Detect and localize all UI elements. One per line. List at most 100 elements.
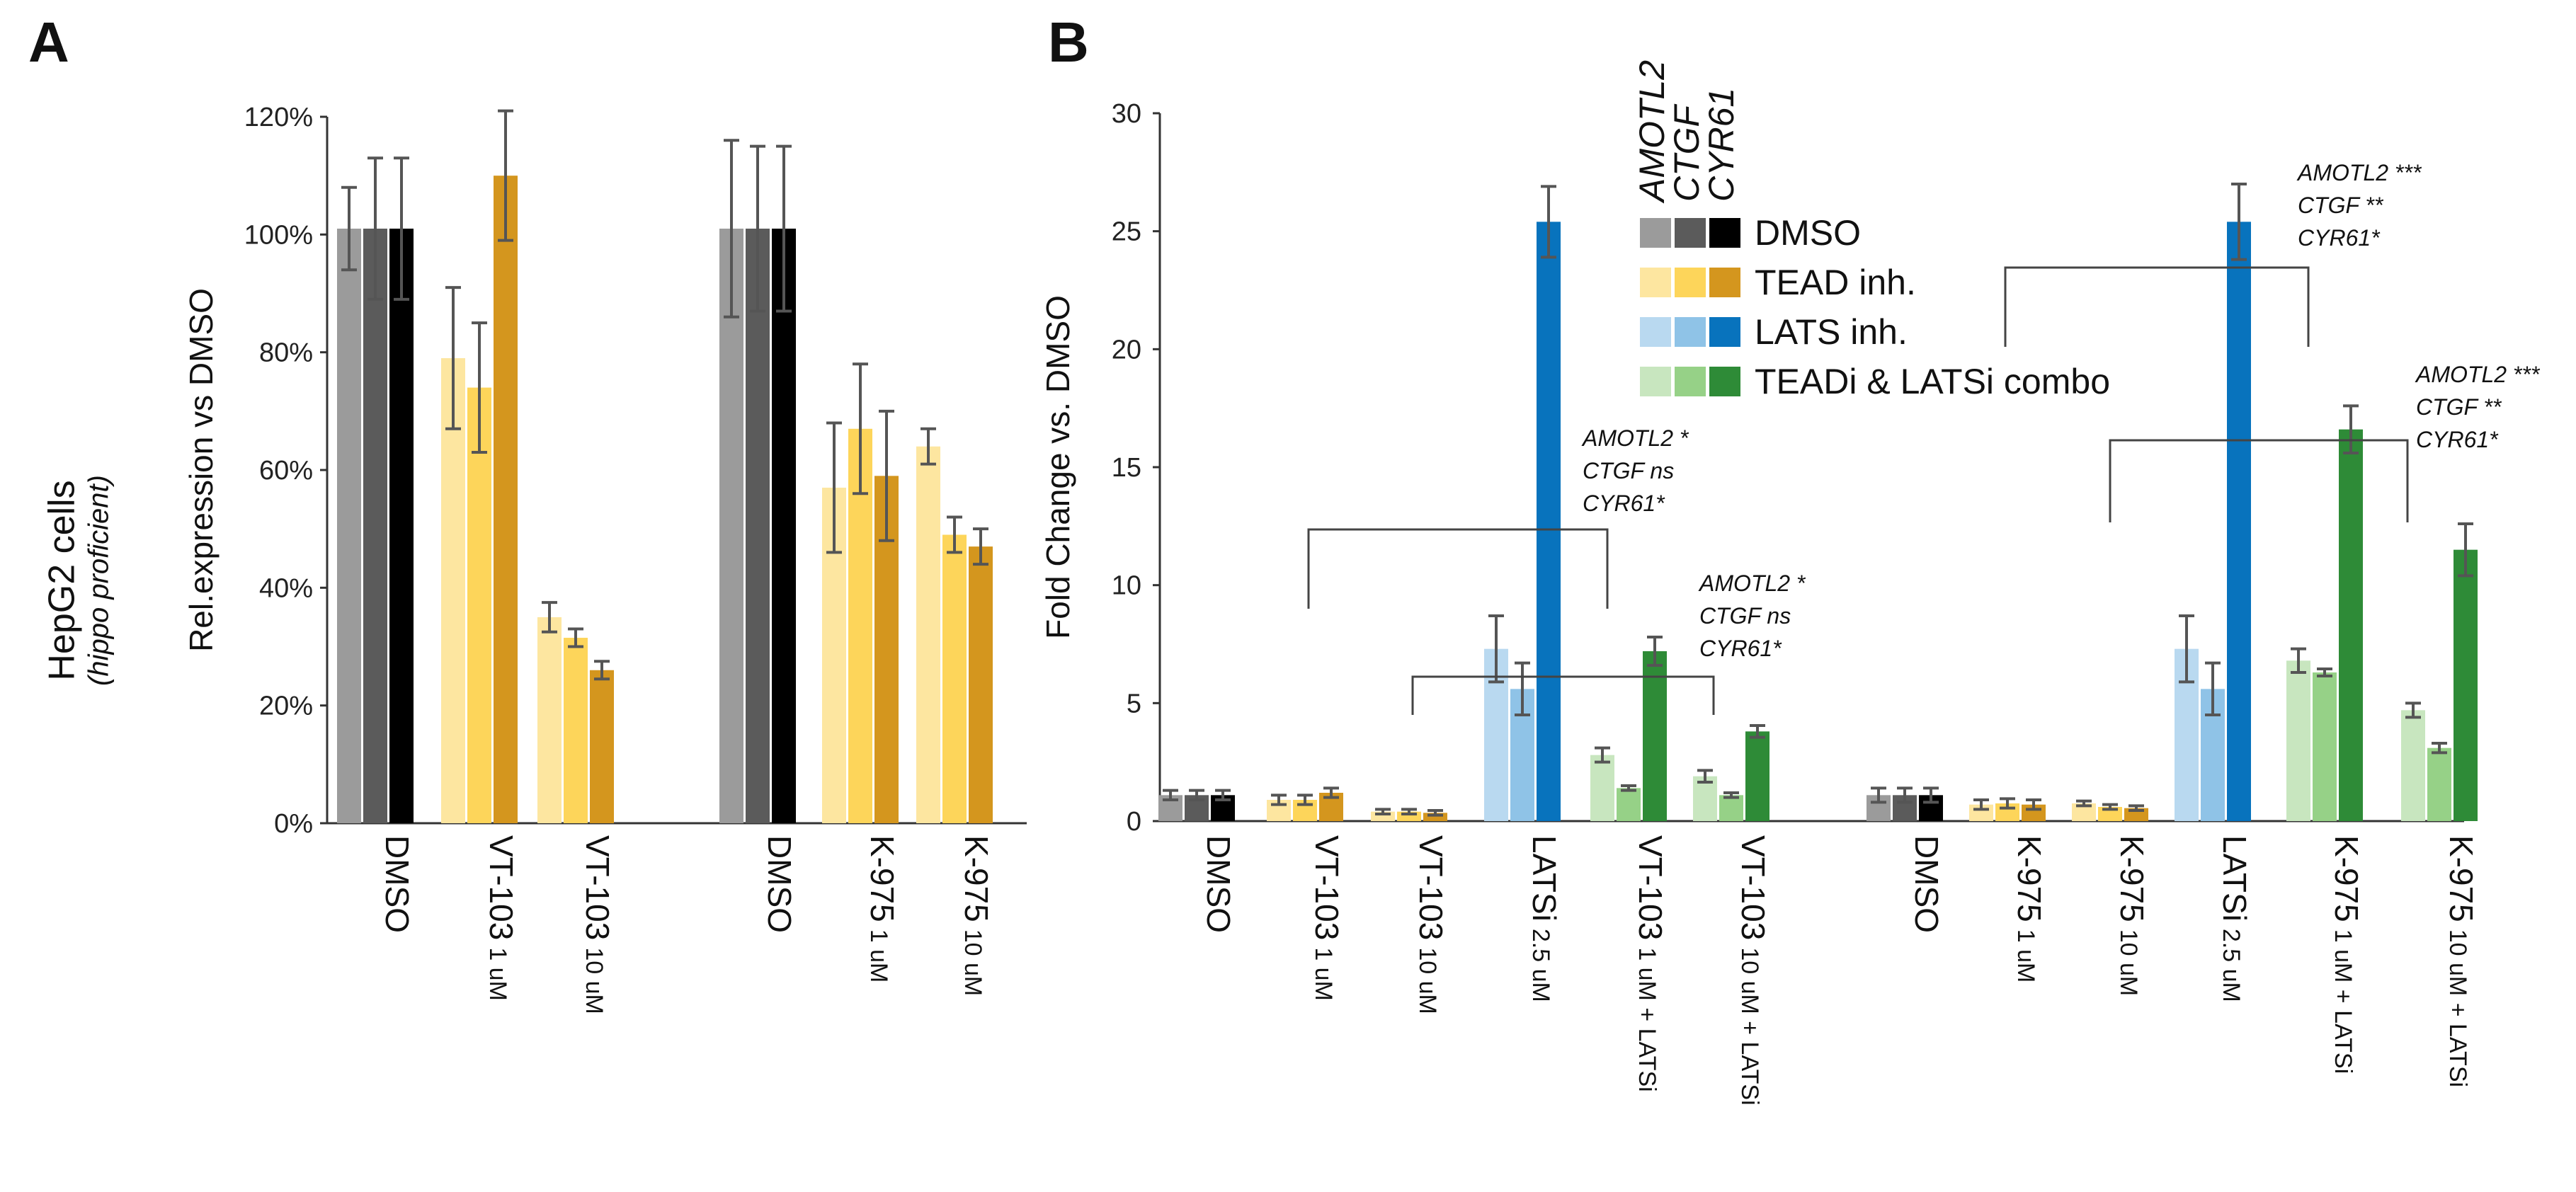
- bar: [2401, 710, 2425, 821]
- category-name: K-975: [2011, 835, 2048, 922]
- legend-swatch: [1640, 268, 1671, 297]
- significance-annotation: AMOTL2 *: [1698, 571, 1806, 596]
- y-tick-label: 0%: [274, 809, 313, 839]
- significance-annotation: AMOTL2 *: [1581, 425, 1689, 451]
- significance-annotation: AMOTL2 ***: [2415, 362, 2541, 387]
- significance-annotation: CTGF ns: [1583, 458, 1674, 483]
- category-label: K-975 10 uM + LATSi: [2443, 835, 2480, 1087]
- bar: [2427, 747, 2451, 821]
- significance-annotation: CYR61*: [1583, 491, 1665, 516]
- y-axis-label: Rel.expression vs DMSO: [183, 288, 220, 652]
- bar: [2227, 222, 2251, 821]
- significance-annotation: CYR61*: [1699, 636, 1782, 661]
- legend-swatch: [1709, 367, 1740, 396]
- significance-bracket: [1307, 528, 1609, 609]
- chart-panel-a: 0% 20% 40% 60% 80% 100% 120% Rel.expression vs …: [183, 103, 1027, 1014]
- category-name: VT-103: [1413, 835, 1449, 940]
- y-tick-label: 100%: [244, 220, 313, 250]
- category-label: DMSO: [1200, 835, 1237, 933]
- category-name: DMSO: [1908, 835, 1945, 933]
- category-dose: 10 uM: [1414, 947, 1441, 1014]
- legend-treatment-label: LATS inh.: [1755, 312, 1908, 352]
- bar: [772, 229, 796, 823]
- bar: [363, 229, 387, 823]
- y-tick-label: 30: [1112, 99, 1141, 129]
- y-tick-label: 20: [1112, 335, 1141, 365]
- category-label: K-975 1 uM: [2011, 835, 2048, 982]
- category-dose: 10 uM: [959, 929, 986, 997]
- bar: [2313, 672, 2337, 821]
- significance-bracket: [2109, 439, 2409, 522]
- category-dose: 1 uM + LATSi: [1634, 947, 1660, 1091]
- y-tick-label: 5: [1127, 689, 1141, 718]
- category-label: VT-103 10 uM: [579, 835, 616, 1014]
- y-tick-label: 10: [1112, 571, 1141, 601]
- y-tick-label: 120%: [244, 103, 313, 132]
- category-name: LATSi: [1526, 835, 1563, 922]
- significance-annotation: CTGF **: [2416, 394, 2502, 420]
- category-label: K-975 1 uM: [864, 835, 901, 982]
- bar: [1719, 795, 1743, 821]
- bar: [337, 229, 361, 823]
- significance-bracket: [1411, 675, 1715, 715]
- category-name: VT-103: [483, 835, 520, 940]
- bar: [389, 229, 414, 823]
- y-tick-label: 40%: [259, 573, 313, 603]
- category-label: DMSO: [761, 835, 798, 933]
- bar: [1537, 222, 1561, 821]
- bar: [1590, 755, 1614, 821]
- legend-swatch: [1675, 367, 1706, 396]
- legend-treatment-label: TEAD inh.: [1755, 263, 1916, 302]
- legend-treatment-label: TEADi & LATSi combo: [1755, 362, 2110, 401]
- bar: [1423, 813, 1447, 821]
- legend-gene-label: CTGF: [1667, 103, 1706, 202]
- y-tick-label: 15: [1112, 453, 1141, 483]
- bar: [537, 617, 562, 823]
- significance-annotation: CYR61*: [2298, 225, 2381, 251]
- legend-swatch: [1675, 218, 1706, 248]
- bar: [564, 638, 588, 823]
- category-name: LATSi: [2216, 835, 2253, 922]
- bar: [467, 387, 491, 823]
- bar: [1643, 651, 1667, 821]
- legend-gene-label: CYR61: [1702, 88, 1741, 202]
- category-dose: 10 uM: [2115, 929, 2142, 997]
- bar: [1693, 776, 1717, 821]
- bar: [1617, 788, 1641, 821]
- category-label: K-975 10 uM: [2114, 835, 2150, 996]
- bar: [969, 546, 993, 823]
- legend-swatch: [1640, 317, 1671, 347]
- y-tick-label: 20%: [259, 692, 313, 721]
- bar: [494, 176, 518, 823]
- bar: [916, 446, 940, 823]
- category-name: DMSO: [1200, 835, 1237, 933]
- y-axis-label: Fold Change vs. DMSO: [1039, 295, 1076, 639]
- category-dose: 10 uM + LATSi: [2444, 929, 2471, 1087]
- category-label: VT-103 10 uM: [1413, 835, 1449, 1014]
- bar: [590, 670, 614, 823]
- legend-treatment-label: DMSO: [1755, 213, 1861, 253]
- category-name: VT-103: [1632, 835, 1669, 940]
- bar: [719, 229, 743, 823]
- category-name: K-975: [2328, 835, 2365, 922]
- y-tick-label: 60%: [259, 456, 313, 486]
- category-dose: 1 uM + LATSi: [2330, 929, 2356, 1074]
- significance-annotation: CTGF **: [2298, 193, 2384, 218]
- y-tick-label: 80%: [259, 338, 313, 368]
- category-name: K-975: [2114, 835, 2150, 922]
- bar: [2454, 549, 2478, 821]
- bar: [942, 534, 967, 823]
- panel-b-letter: B: [1048, 11, 1089, 74]
- legend-swatch: [1709, 218, 1740, 248]
- category-label: DMSO: [1908, 835, 1945, 933]
- category-dose: 1 uM: [1310, 947, 1337, 1001]
- category-dose: 1 uM: [2012, 929, 2039, 983]
- significance-bracket: [2004, 266, 2310, 347]
- legend-swatch: [1675, 268, 1706, 297]
- category-dose: 10 uM + LATSi: [1736, 947, 1763, 1105]
- category-dose: 1 uM: [865, 929, 892, 983]
- category-label: K-975 10 uM: [958, 835, 995, 996]
- legend-swatch: [1709, 317, 1740, 347]
